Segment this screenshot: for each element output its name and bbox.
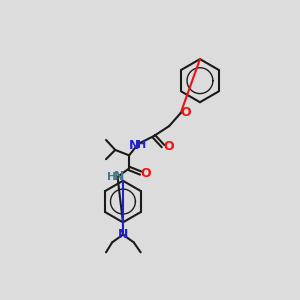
Text: O: O bbox=[163, 140, 174, 153]
Text: H: H bbox=[107, 172, 116, 182]
Text: O: O bbox=[141, 167, 152, 180]
Text: N: N bbox=[118, 228, 128, 241]
Text: N: N bbox=[128, 139, 139, 152]
Text: H: H bbox=[137, 140, 146, 150]
Text: O: O bbox=[180, 106, 190, 119]
Text: N: N bbox=[114, 170, 124, 183]
